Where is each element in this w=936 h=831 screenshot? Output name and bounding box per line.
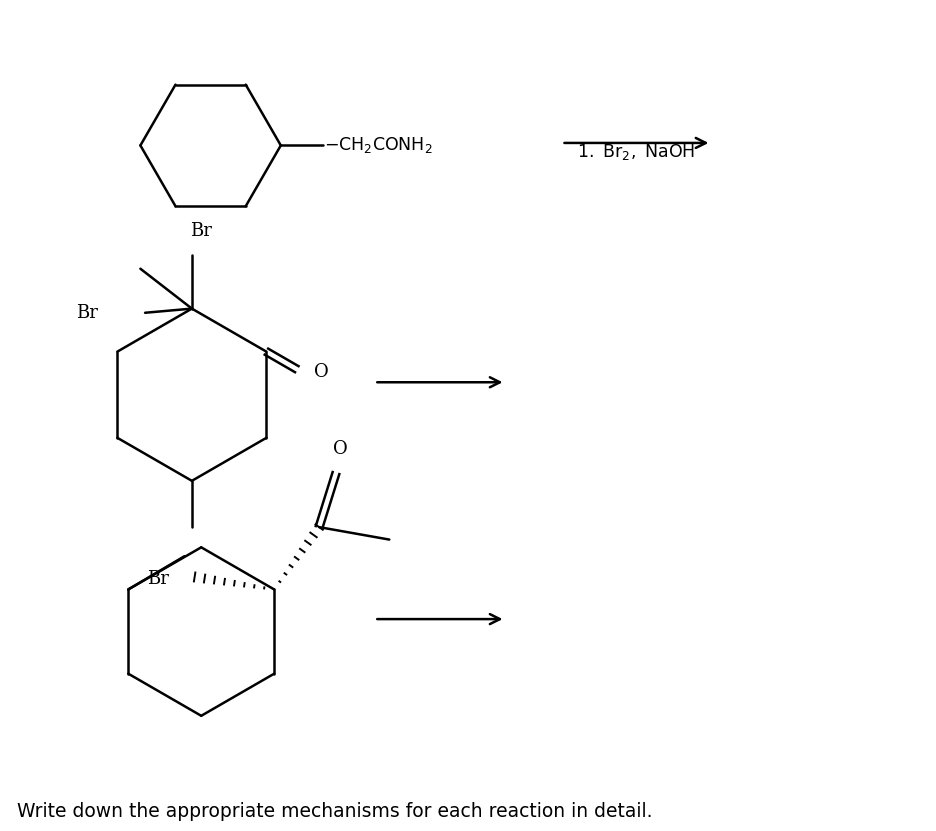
Text: $\mathregular{-CH_2CONH_2}$: $\mathregular{-CH_2CONH_2}$ bbox=[324, 135, 432, 155]
Text: Write down the appropriate mechanisms for each reaction in detail.: Write down the appropriate mechanisms fo… bbox=[17, 802, 652, 821]
Text: Br: Br bbox=[147, 570, 168, 588]
Text: $\mathregular{1.\ Br_2,\ NaOH}$: $\mathregular{1.\ Br_2,\ NaOH}$ bbox=[578, 142, 695, 162]
Text: O: O bbox=[314, 362, 329, 381]
Text: Br: Br bbox=[77, 304, 98, 322]
Text: Br: Br bbox=[190, 222, 212, 239]
Text: O: O bbox=[333, 440, 348, 458]
